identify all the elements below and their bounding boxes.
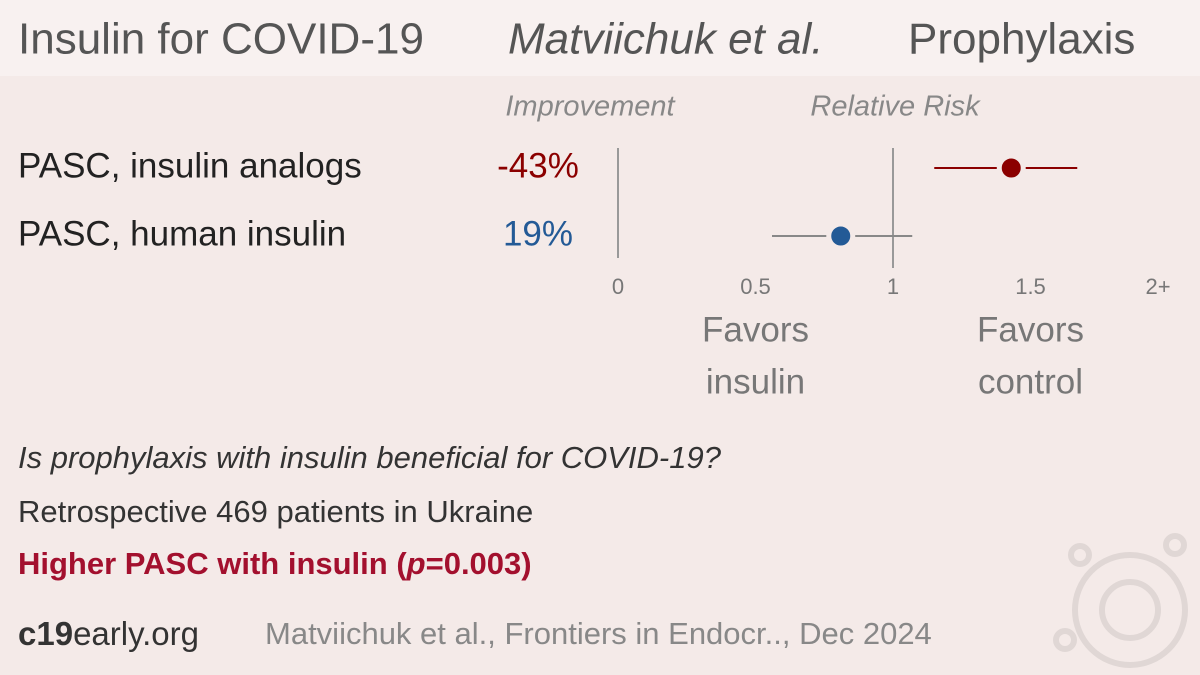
row-label: PASC, human insulin [18,214,346,253]
site-bold: c19 [18,615,73,652]
row-label: PASC, insulin analogs [18,146,362,185]
conclusion-value: =0.003) [426,546,532,581]
question: Is prophylaxis with insulin beneficial f… [18,440,722,475]
citation: Matviichuk et al., Frontiers in Endocr..… [265,616,932,651]
point [826,221,856,251]
x-tick-label: 1 [887,274,899,299]
side-label: insulin [706,362,805,401]
side-label: Favors [977,310,1084,349]
design: Retrospective 469 patients in Ukraine [18,494,533,529]
x-tick-label: 1.5 [1015,274,1046,299]
x-tick-label: 0.5 [740,274,771,299]
side-label: control [978,362,1083,401]
virus-decoration [1053,533,1188,668]
author: Matviichuk et al. [508,15,823,64]
chart-title: Insulin for COVID-19 [18,15,424,64]
improvement-label: 19% [503,214,573,253]
effect-header: Relative Risk [810,91,981,123]
site-rest: early.org [73,615,199,652]
side-label: Favors [702,310,809,349]
setting: Prophylaxis [908,15,1135,64]
conclusion-p: p [406,546,426,581]
improvement-header: Improvement [505,91,676,123]
point [996,153,1026,183]
title-bar [0,0,1200,76]
improvement-label: -43% [497,146,579,185]
conclusion: Higher PASC with insulin (p=0.003) [18,546,532,581]
x-tick-label: 2+ [1145,274,1170,299]
site: c19early.org [18,615,199,652]
x-tick-label: 0 [612,274,624,299]
conclusion-text: Higher PASC with insulin ( [18,546,407,581]
